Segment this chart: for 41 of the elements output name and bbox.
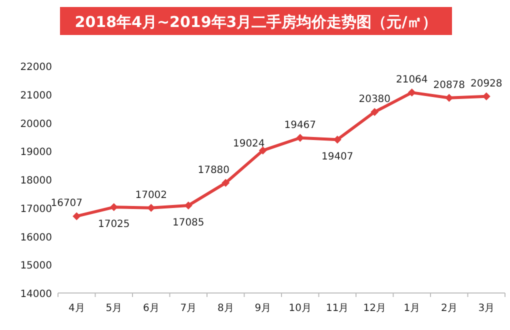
x-tick-label: 11月 xyxy=(326,303,349,314)
data-label: 19467 xyxy=(284,120,316,131)
x-tick-label: 12月 xyxy=(363,303,386,314)
data-label: 21064 xyxy=(396,74,428,86)
x-tick-label: 6月 xyxy=(142,303,160,314)
x-tick-label: 1月 xyxy=(404,303,420,314)
x-tick-label: 7月 xyxy=(180,303,197,314)
data-label: 17002 xyxy=(135,190,168,201)
y-tick-label: 17000 xyxy=(20,204,52,215)
data-label: 19407 xyxy=(321,152,354,163)
x-tick-label: 10月 xyxy=(288,303,312,314)
y-tick-label: 21000 xyxy=(20,90,52,102)
x-tick-label: 9月 xyxy=(254,303,272,314)
y-tick-label: 20000 xyxy=(20,118,52,130)
point xyxy=(72,212,81,220)
point xyxy=(370,108,379,116)
y-tick-label: 15000 xyxy=(20,260,52,272)
point xyxy=(408,88,416,97)
x-tick-label: 5月 xyxy=(106,303,122,314)
point xyxy=(110,203,118,212)
chart-title: 2018年4月~2019年3月二手房均价走势图（元/㎡） xyxy=(74,13,438,31)
data-label: 16707 xyxy=(50,198,83,210)
point xyxy=(258,146,267,154)
y-tick-label: 18000 xyxy=(20,176,52,186)
y-tick-label: 16000 xyxy=(20,232,52,244)
x-tick-label: 2月 xyxy=(440,303,458,314)
data-label: 17085 xyxy=(172,217,204,228)
point xyxy=(222,178,230,187)
data-label: 17025 xyxy=(98,219,130,230)
data-label: 20380 xyxy=(358,94,391,105)
x-tick-label: 4月 xyxy=(68,303,85,314)
y-tick-label: 14000 xyxy=(20,289,52,300)
data-label: 20878 xyxy=(433,80,466,91)
data-label: 19024 xyxy=(232,138,265,150)
y-tick-label: 19000 xyxy=(20,147,52,158)
data-label: 17880 xyxy=(198,164,230,176)
title: 2018年4月~2019年3月二手房均价走势图（元/㎡） xyxy=(60,7,452,35)
x-tick-label: 8月 xyxy=(217,303,234,314)
data-label: 20928 xyxy=(470,78,502,90)
x-tick-label: 3月 xyxy=(478,303,495,314)
y-tick-label: 22000 xyxy=(20,62,52,73)
